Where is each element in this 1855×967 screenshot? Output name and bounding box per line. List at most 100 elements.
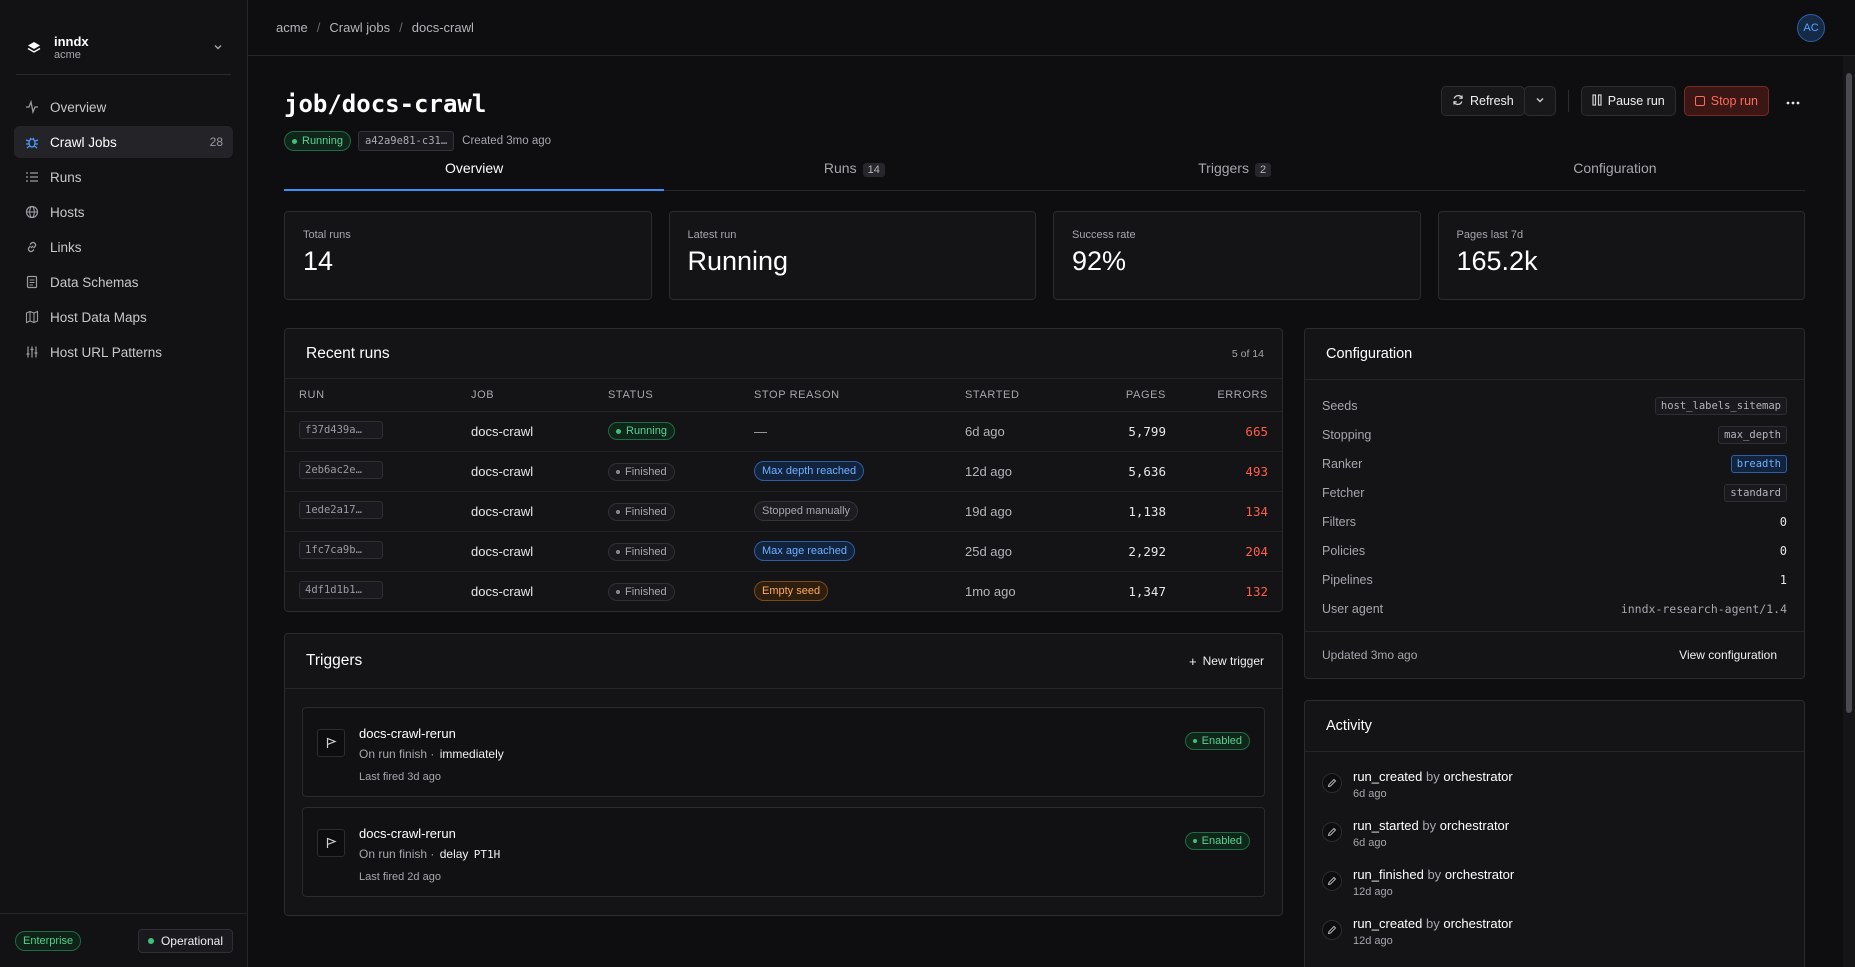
sidebar-item-label: Overview xyxy=(50,99,107,115)
started-time: 6d ago xyxy=(951,411,1073,452)
job-name: docs-crawl xyxy=(457,451,594,492)
sidebar-item-crawl-jobs[interactable]: Crawl Jobs 28 xyxy=(14,126,233,158)
sidebar-item-data-schemas[interactable]: Data Schemas xyxy=(14,266,233,298)
tab-overview[interactable]: Overview xyxy=(284,152,665,191)
run-id-chip[interactable]: f37d439a… xyxy=(299,420,383,439)
config-value: 0 xyxy=(1779,514,1787,529)
recent-runs-table: RUN JOB STATUS STOP REASON STARTED PAGES… xyxy=(285,379,1282,611)
activity-by: by xyxy=(1426,916,1440,931)
activity-time: 12d ago xyxy=(1353,886,1393,898)
stop-reason-badge: Max depth reached xyxy=(754,461,865,481)
table-row[interactable]: f37d439a… docs-crawl Running — 6d ago 5,… xyxy=(285,411,1282,452)
globe-icon xyxy=(24,204,40,220)
config-value: 1 xyxy=(1779,572,1787,587)
trigger-condition: On run finish · immediately xyxy=(359,747,504,761)
sidebar-item-host-data-maps[interactable]: Host Data Maps xyxy=(14,301,233,333)
page-title: job/docs-crawl xyxy=(284,90,487,118)
config-value: max_depth xyxy=(1718,425,1787,444)
sidebar-item-overview[interactable]: Overview xyxy=(14,91,233,123)
org-switcher[interactable]: inndx acme xyxy=(0,0,247,74)
table-row[interactable]: 1fc7ca9b… docs-crawl Finished Max age re… xyxy=(285,531,1282,572)
stop-reason-empty: — xyxy=(754,423,767,439)
started-time: 1mo ago xyxy=(965,583,1016,599)
table-row[interactable]: 4df1d1b1… docs-crawl Finished Empty seed… xyxy=(285,571,1282,611)
table-row[interactable]: 2eb6ac2e… docs-crawl Finished Max depth … xyxy=(285,451,1282,492)
stop-icon xyxy=(1694,96,1705,106)
sidebar-item-label: Host URL Patterns xyxy=(50,344,163,360)
sidebar-item-hosts[interactable]: Hosts xyxy=(14,196,233,228)
activity-actor: orchestrator xyxy=(1444,867,1515,882)
activity-time: 6d ago xyxy=(1353,788,1387,800)
stat-card-latest-run: Latest run Running xyxy=(668,211,1036,300)
tab-triggers[interactable]: Triggers 2 xyxy=(1045,152,1425,190)
breadcrumb-item[interactable]: Crawl jobs xyxy=(329,20,391,35)
trigger-detail: immediately xyxy=(439,747,504,761)
sidebar-item-host-url-patterns[interactable]: Host URL Patterns xyxy=(14,336,233,368)
tab-configuration[interactable]: Configuration xyxy=(1425,152,1805,190)
run-id-chip[interactable]: 1ede2a17… xyxy=(299,500,383,519)
run-id-chip[interactable]: 1fc7ca9b… xyxy=(299,540,383,559)
stat-label: Total runs xyxy=(303,229,351,241)
sidebar-item-runs[interactable]: Runs xyxy=(14,161,233,193)
trigger-card[interactable]: docs-crawl-rerun On run finish · delay P… xyxy=(302,807,1265,897)
more-actions-button[interactable] xyxy=(1781,86,1805,116)
tab-bar: Overview Runs 14 Triggers 2 Configuration xyxy=(284,152,1805,191)
pages-count: 5,799 xyxy=(1073,411,1180,452)
config-row: Ranker breadth xyxy=(1322,449,1787,478)
scrollbar-thumb[interactable] xyxy=(1846,73,1852,713)
link-icon xyxy=(24,239,40,255)
status-badge-label: Finished xyxy=(625,585,667,598)
sidebar-item-links[interactable]: Links xyxy=(14,231,233,263)
sidebar-nav: Overview Crawl Jobs 28 Runs Hosts Links xyxy=(0,75,247,368)
triggers-panel: Triggers + New trigger docs-crawl-rerun O… xyxy=(284,633,1283,916)
config-key: Pipelines xyxy=(1322,572,1373,587)
new-trigger-button[interactable]: + New trigger xyxy=(1189,654,1264,669)
pencil-icon xyxy=(1322,773,1342,793)
system-status-badge[interactable]: Operational xyxy=(137,928,233,953)
errors-count: 493 xyxy=(1180,451,1282,492)
job-id-chip[interactable]: a42a9e81-c31… xyxy=(357,131,455,151)
chevron-down-icon xyxy=(1535,94,1545,108)
trigger-status-label: Enabled xyxy=(1201,835,1242,847)
scrollbar[interactable] xyxy=(1843,56,1855,967)
org-name: inndx xyxy=(54,34,89,49)
activity-item: run_finished by orchestrator 12d ago xyxy=(1322,863,1787,912)
run-id-chip[interactable]: 2eb6ac2e… xyxy=(299,460,383,479)
activity-event: run_created xyxy=(1353,769,1423,784)
tab-label: Runs xyxy=(823,160,857,176)
config-updated-text: Updated 3mo ago xyxy=(1322,648,1418,662)
system-status-label: Operational xyxy=(160,933,223,948)
stop-reason-badge: Empty seed xyxy=(754,581,829,602)
pages-count: 2,292 xyxy=(1073,531,1180,572)
sidebar-item-label: Hosts xyxy=(50,204,85,220)
table-row[interactable]: 1ede2a17… docs-crawl Finished Stopped ma… xyxy=(285,491,1282,532)
org-workspace: acme xyxy=(54,49,81,61)
pages-count: 5,636 xyxy=(1073,451,1180,492)
document-icon xyxy=(24,274,40,290)
activity-by: by xyxy=(1427,867,1442,882)
stop-run-button[interactable]: Stop run xyxy=(1683,86,1769,116)
breadcrumb-separator: / xyxy=(399,20,403,35)
pause-icon xyxy=(1592,93,1602,109)
config-key: Stopping xyxy=(1322,427,1372,442)
activity-icon xyxy=(24,99,40,115)
errors-count: 132 xyxy=(1245,583,1268,599)
tab-label: Overview xyxy=(444,160,504,176)
breadcrumb-item[interactable]: acme xyxy=(276,20,308,35)
tab-runs[interactable]: Runs 14 xyxy=(664,152,1044,190)
started-time: 19d ago xyxy=(951,491,1073,532)
refresh-options-button[interactable] xyxy=(1523,86,1556,116)
chevron-down-icon xyxy=(213,42,223,55)
errors-count: 204 xyxy=(1180,531,1282,572)
trigger-card[interactable]: docs-crawl-rerun On run finish · immedia… xyxy=(302,707,1265,797)
run-id-chip[interactable]: 4df1d1b1… xyxy=(299,580,383,599)
avatar[interactable]: AC xyxy=(1797,13,1825,42)
sidebar-item-label: Host Data Maps xyxy=(50,309,147,325)
pause-run-button[interactable]: Pause run xyxy=(1580,86,1676,116)
activity-time: 6d ago xyxy=(1353,837,1387,849)
trigger-event: On run finish xyxy=(359,747,428,761)
view-configuration-button[interactable]: View configuration xyxy=(1679,648,1777,662)
column-header-run: RUN xyxy=(285,379,457,412)
stat-cards: Total runs 14 Latest run Running Success r… xyxy=(284,211,1805,300)
refresh-button[interactable]: Refresh xyxy=(1440,86,1525,116)
